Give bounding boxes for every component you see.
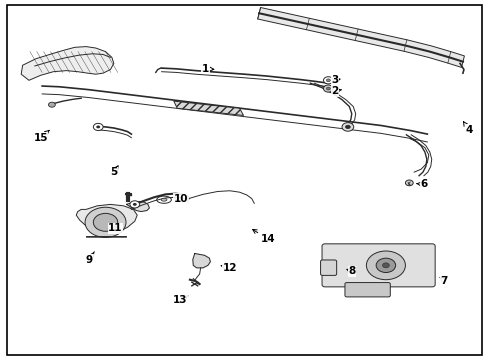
Circle shape (382, 263, 388, 268)
Circle shape (366, 251, 405, 280)
Text: 1: 1 (202, 64, 213, 74)
Text: 10: 10 (173, 194, 188, 204)
Text: 14: 14 (252, 229, 275, 244)
Text: 8: 8 (346, 266, 355, 276)
Text: 9: 9 (86, 252, 94, 265)
Polygon shape (76, 204, 137, 234)
Polygon shape (126, 202, 149, 212)
Circle shape (326, 79, 330, 82)
Polygon shape (192, 253, 210, 268)
Circle shape (326, 87, 330, 90)
Circle shape (133, 203, 137, 206)
Polygon shape (21, 46, 114, 80)
FancyBboxPatch shape (320, 260, 336, 275)
Ellipse shape (161, 198, 166, 201)
Text: 3: 3 (330, 75, 339, 85)
Circle shape (375, 258, 395, 273)
Text: 7: 7 (439, 276, 447, 286)
Text: 2: 2 (330, 86, 341, 96)
Circle shape (405, 180, 412, 186)
Polygon shape (257, 8, 464, 67)
Circle shape (96, 126, 100, 129)
Circle shape (345, 125, 349, 129)
FancyBboxPatch shape (322, 244, 434, 287)
Text: 12: 12 (221, 263, 237, 273)
FancyBboxPatch shape (344, 283, 389, 297)
Circle shape (323, 77, 332, 84)
Ellipse shape (157, 196, 171, 203)
Polygon shape (173, 101, 243, 116)
Text: 6: 6 (416, 179, 427, 189)
Circle shape (93, 213, 118, 231)
Circle shape (130, 201, 140, 208)
Circle shape (323, 85, 332, 92)
Circle shape (48, 102, 55, 107)
Circle shape (341, 123, 353, 131)
Text: 11: 11 (108, 224, 122, 233)
Text: 15: 15 (33, 130, 49, 143)
Circle shape (85, 207, 126, 237)
Text: 5: 5 (110, 166, 118, 177)
Text: 13: 13 (173, 295, 187, 305)
Text: 4: 4 (463, 122, 471, 135)
Circle shape (93, 123, 103, 131)
